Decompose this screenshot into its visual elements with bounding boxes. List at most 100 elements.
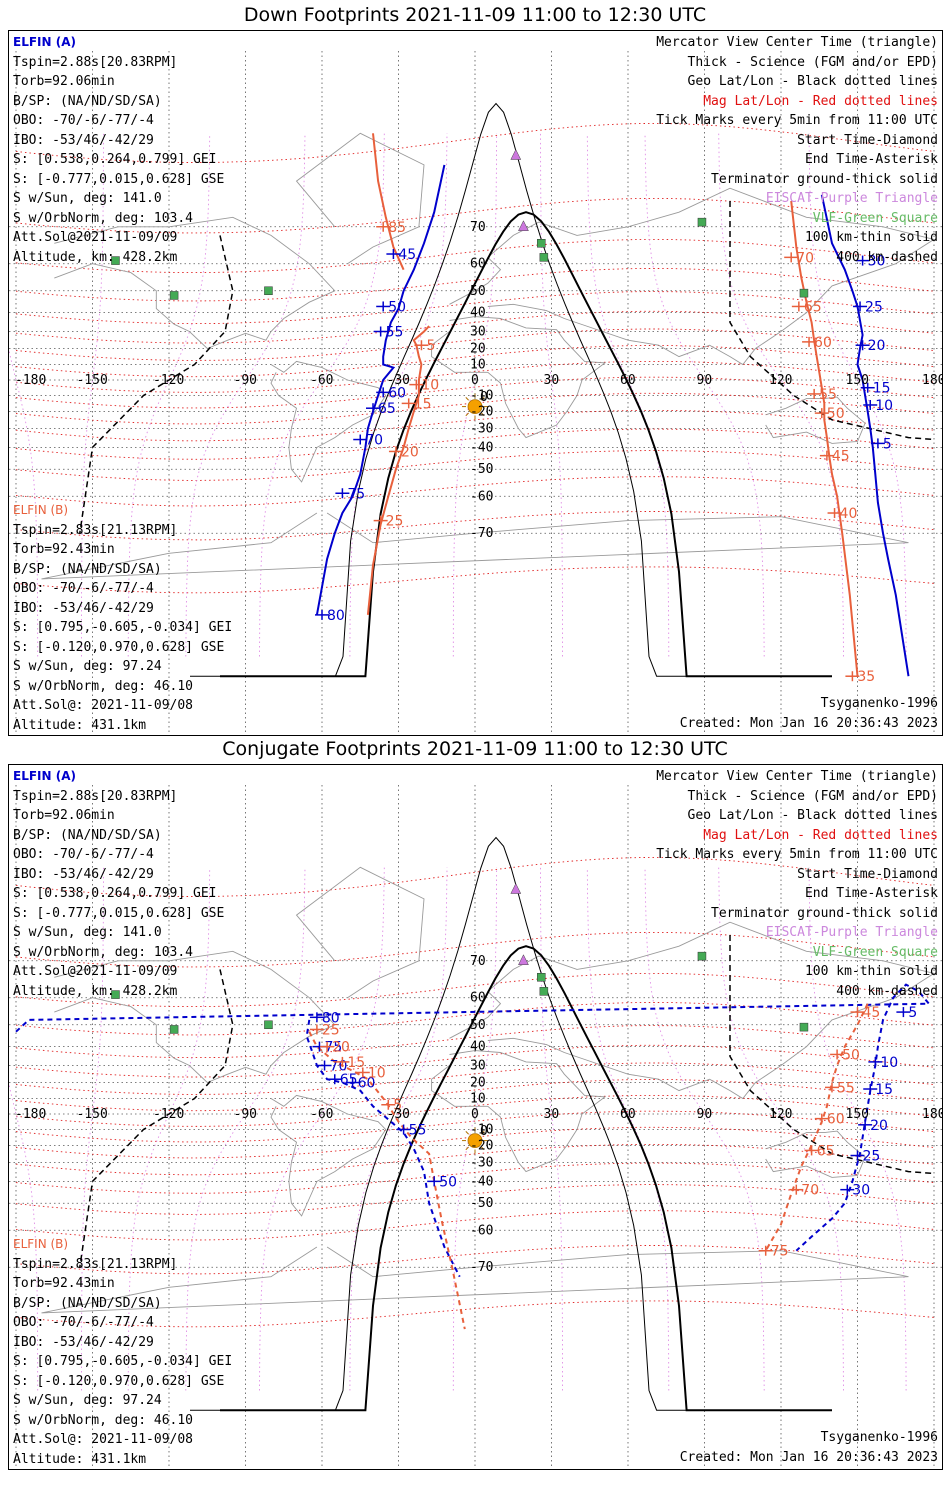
mag-parallel — [15, 931, 935, 968]
info-line: B/SP: (NA/ND/SD/SA) — [13, 561, 162, 577]
lat-tick-label: -40 — [470, 440, 493, 455]
info-line: Att.Sol@2021-11-09/09 — [13, 964, 178, 979]
mag-parallel — [15, 428, 935, 460]
mag-parallel — [15, 1079, 935, 1112]
elfin-b-tick-label: 15 — [414, 396, 432, 412]
legend-eiscat: EISCAT-Purple Triangle — [765, 925, 938, 940]
lat-tick-label: -30 — [470, 1156, 493, 1171]
elfin-a-tick-label: 80 — [327, 608, 345, 624]
lon-tick-label: -30 — [387, 1107, 410, 1122]
mag-parallel — [15, 856, 935, 897]
elfin-a-tick-label: 45 — [398, 247, 416, 263]
info-line: S: [-0.777,0.015,0.628] GSE — [13, 171, 225, 187]
info-line: B/SP: (NA/ND/SD/SA) — [13, 1295, 162, 1311]
legend-100km: 100 km-thin solid — [804, 964, 938, 979]
info-line: S w/OrbNorm, deg: 46.10 — [13, 1412, 194, 1428]
info-line: Att.Sol@2021-11-09/09 — [13, 230, 178, 245]
info-line: OBO: -70/-6/-77/-4 — [13, 1315, 154, 1330]
legend-vlf: VLF-Green Square — [812, 944, 938, 960]
model-name: Tsyganenko-1996 — [820, 1430, 938, 1445]
elfin-b-tick-label: 20 — [332, 1040, 350, 1056]
info-line: Tspin=2.88s[20.83RPM] — [13, 788, 178, 804]
coastline — [54, 216, 336, 350]
elfin-b-tick-label: 5 — [393, 1098, 402, 1114]
elfin-a-tick-label: 20 — [870, 1118, 888, 1134]
lon-tick-label: -30 — [387, 373, 410, 388]
mag-meridian — [540, 133, 563, 657]
legend-down: Mercator View Center Time (triangle) Thi… — [656, 33, 938, 267]
info-line: OBO: -70/-6/-77/-4 — [13, 581, 154, 596]
legend-ticks: Tick Marks every 5min from 11:00 UTC — [656, 113, 938, 128]
legend-view-center: Mercator View Center Time (triangle) — [656, 769, 938, 784]
legend-thick: Thick - Science (FGM and/or EPD) — [687, 788, 938, 804]
mag-meridian — [718, 133, 844, 657]
panel-title-conjugate: Conjugate Footprints 2021-11-09 11:00 to… — [222, 738, 728, 760]
legend-terminator: Terminator ground-thick solid — [711, 171, 938, 187]
terminator-400km-west — [79, 969, 234, 1268]
elfin-b-tick-label: 85 — [388, 220, 406, 236]
info-line: IBO: -53/46/-42/29 — [13, 600, 154, 616]
elfin-a-tick-label: 55 — [386, 324, 404, 340]
vlf-square — [169, 1025, 179, 1034]
footer-down: Tsyganenko-1996 Created: Mon Jan 16 20:3… — [680, 694, 938, 733]
mag-parallel — [15, 1044, 935, 1078]
elfin-b-tick-label: 20 — [401, 444, 419, 460]
footer-conjugate: Tsyganenko-1996 Created: Mon Jan 16 20:3… — [680, 1428, 938, 1467]
info-line: S: [0.538,0.264,0.799] GEI — [13, 152, 217, 167]
sun-ray — [481, 412, 485, 417]
terminator-400km-west — [79, 235, 234, 534]
lon-tick-label: 90 — [697, 1107, 713, 1122]
info-line: S w/OrbNorm, deg: 103.4 — [13, 210, 194, 226]
terminator-100km — [190, 102, 802, 677]
elfin-b-tick-label: 75 — [771, 1244, 789, 1260]
lat-tick-label: 60 — [470, 991, 486, 1006]
map-panel-conjugate: 80 75 70 65 60 55 50 5 10 15 20 25 30 25 20 15 10 5 45 50 55… — [8, 764, 943, 1470]
lat-tick-label: 20 — [470, 342, 486, 357]
elfin-a-tick-label: 30 — [852, 1183, 870, 1199]
elfin-a-tick-label: 25 — [865, 299, 883, 315]
elfin-b-track-east — [790, 200, 859, 677]
lat-tick-label: -40 — [470, 1174, 493, 1189]
info-line: Torb=92.06min — [13, 74, 115, 89]
elfin-a-tick-label: 65 — [340, 1072, 358, 1088]
info-line: Altitude, km: 428.2km — [13, 983, 178, 999]
lat-tick-label: 50 — [470, 1018, 486, 1033]
elfin-b-info-conjugate: ELFIN (B) Tspin=2.83s[21.13RPM] Torb=92.… — [13, 1235, 232, 1469]
created-date: Created: Mon Jan 16 20:36:43 2023 — [679, 1449, 938, 1465]
mag-parallel — [15, 1143, 935, 1176]
elfin-a-tick-label: 60 — [358, 1076, 376, 1092]
info-line: S w/Sun, deg: 141.0 — [13, 925, 162, 940]
elfin-b-track — [308, 1031, 466, 1330]
sun-icon — [467, 1133, 483, 1148]
elfin-a-tick-label: 25 — [863, 1149, 881, 1165]
lon-tick-label: -150 — [77, 1107, 108, 1122]
mag-parallel — [15, 345, 935, 378]
elfin-b-tick-label: 45 — [863, 1005, 881, 1021]
mag-parallel — [15, 360, 935, 393]
sun-icon — [467, 399, 483, 414]
mag-parallel — [15, 310, 935, 344]
coastline — [449, 921, 936, 1100]
elfin-b-name: ELFIN (B) — [13, 1237, 69, 1251]
lat-tick-label: 40 — [470, 306, 486, 321]
elfin-a-name: ELFIN (A) — [13, 769, 76, 783]
info-line: S: [-0.120,0.970,0.628] GSE — [13, 639, 225, 655]
vlf-square — [111, 256, 120, 265]
terminator-ground — [220, 211, 832, 678]
sun-ray — [465, 1131, 469, 1135]
elfin-a-tick-label: 10 — [875, 398, 893, 414]
elfin-a-tick-label: 30 — [868, 254, 886, 270]
mag-parallel — [15, 376, 935, 409]
vlf-square — [799, 1022, 809, 1032]
lon-tick-label: -180 — [15, 1107, 46, 1122]
lon-tick-label: 60 — [620, 373, 636, 388]
elfin-b-track — [366, 325, 430, 616]
eiscat-triangle — [510, 882, 522, 894]
lat-tick-label: -10 — [470, 1122, 493, 1137]
elfin-a-tick-label: 80 — [322, 1010, 340, 1026]
info-line: Att.Sol@: 2021-11-09/08 — [13, 698, 194, 713]
vlf-square — [169, 291, 179, 300]
lon-tick-label: -180 — [15, 373, 46, 388]
vlf-square — [537, 973, 546, 982]
mag-parallel — [15, 1002, 935, 1036]
